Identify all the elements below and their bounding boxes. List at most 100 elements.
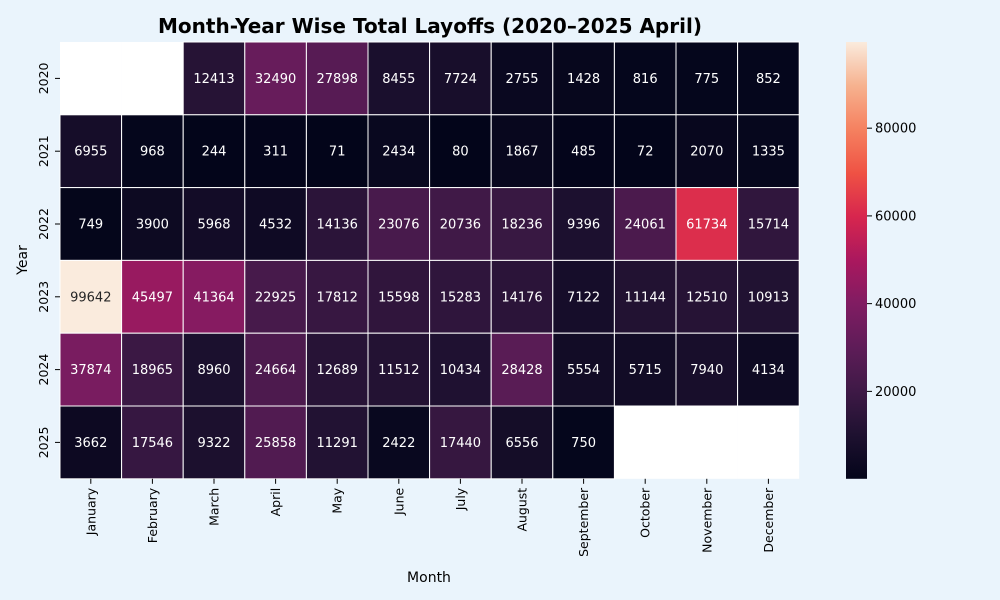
x-tick-label: September [576,487,591,557]
heatmap-cell [552,114,615,189]
cell-value-label: 3662 [74,436,107,451]
x-tick-label: July [453,487,468,511]
cell-value-label: 45497 [132,290,173,305]
heatmap-cell [367,187,431,261]
y-tick-label: 2022 [36,208,51,240]
cell-value-label: 311 [263,145,288,160]
cell-value-label: 24061 [625,218,666,233]
cell-value-label: 27898 [317,72,358,87]
cell-value-label: 18965 [132,363,173,378]
cell-value-label: 61734 [686,218,727,233]
heatmap-cell [367,405,431,480]
cell-value-label: 5968 [197,218,230,233]
x-tick-label: August [515,488,530,532]
heatmap-cell-empty [121,42,184,115]
heatmap-cell [552,332,615,407]
x-tick-label: October [638,487,653,538]
cell-value-label: 17546 [132,436,173,451]
cell-value-label: 5554 [567,363,600,378]
heatmap-cell [490,332,554,407]
heatmap-cell [367,41,431,116]
heatmap-cell-empty [737,406,800,479]
y-tick-label: 2021 [36,135,51,167]
y-tick-label: 2020 [36,62,51,94]
cell-value-label: 8455 [382,72,415,87]
cell-value-label: 17440 [440,436,481,451]
cell-value-label: 4532 [259,218,292,233]
colorbar: 20000 40000 60000 80000 [846,42,916,479]
cell-value-label: 11291 [317,436,358,451]
colorbar-tick-label: 40000 [875,297,916,312]
cell-value-label: 968 [140,145,165,160]
heatmap-cell [182,405,246,480]
heatmap-cell [737,259,800,334]
cell-value-label: 2755 [505,72,538,87]
cell-value-label: 22925 [255,290,296,305]
cell-value-label: 7940 [690,363,723,378]
cell-value-label: 7724 [444,72,477,87]
heatmap-cell [552,259,615,334]
cell-value-label: 749 [78,218,103,233]
heatmap-cell [244,114,307,189]
cell-value-label: 18236 [501,218,542,233]
x-tick-label: April [268,488,283,517]
cell-value-label: 2434 [382,145,415,160]
cell-value-label: 2422 [382,436,415,451]
heatmap-cell [59,187,123,261]
cell-value-label: 11512 [378,363,419,378]
heatmap-cell [367,114,431,189]
heatmap-cell [305,187,369,261]
cell-value-label: 15598 [378,290,419,305]
chart-title: Month-Year Wise Total Layoffs (2020–2025… [158,14,702,38]
cell-value-label: 14136 [317,218,358,233]
x-axis-ticks: January February March April May June July Augu… [83,478,776,557]
heatmap-cell [367,259,431,334]
heatmap-cell [305,332,369,407]
cell-value-label: 12413 [193,72,234,87]
colorbar-tick-label: 20000 [875,385,916,400]
colorbar-gradient [846,42,867,479]
x-tick-label: November [699,487,714,553]
cell-value-label: 5715 [629,363,662,378]
cell-value-label: 485 [571,145,596,160]
heatmap-cell [244,259,307,334]
x-tick-label: March [207,488,222,526]
cell-value-label: 80 [452,145,469,160]
heatmap-cell [121,259,184,334]
cell-value-label: 10913 [748,290,789,305]
cell-value-label: 24664 [255,363,296,378]
cell-value-label: 244 [202,145,227,160]
heatmap-cell [121,332,184,407]
cell-value-label: 3900 [136,218,169,233]
cell-value-label: 4134 [752,363,785,378]
cell-value-label: 15283 [440,290,481,305]
heatmap-cell [613,41,677,116]
heatmap-cell [737,41,800,116]
cell-value-label: 1428 [567,72,600,87]
cell-value-label: 28428 [501,363,542,378]
heatmap-cell [182,332,246,407]
cell-value-label: 14176 [501,290,542,305]
heatmap-cell [182,187,246,261]
heatmap-cell [121,114,184,189]
cell-value-label: 775 [694,72,719,87]
cell-value-label: 12689 [317,363,358,378]
cell-value-label: 23076 [378,218,419,233]
cell-value-label: 1867 [505,145,538,160]
cell-value-label: 1335 [752,145,785,160]
colorbar-tick-label: 80000 [875,122,916,137]
heatmap-cell [305,41,369,116]
heatmap-cell [490,114,554,189]
cell-value-label: 32490 [255,72,296,87]
heatmap-cell [490,259,554,334]
cell-value-label: 20736 [440,218,481,233]
heatmap-cell [675,114,739,189]
heatmap-cell-empty [676,406,738,479]
cell-value-label: 10434 [440,363,481,378]
y-tick-label: 2025 [36,426,51,458]
cell-value-label: 12510 [686,290,727,305]
heatmap-cell [429,187,492,261]
heatmap-cell [305,259,369,334]
heatmap-cell [244,332,307,407]
